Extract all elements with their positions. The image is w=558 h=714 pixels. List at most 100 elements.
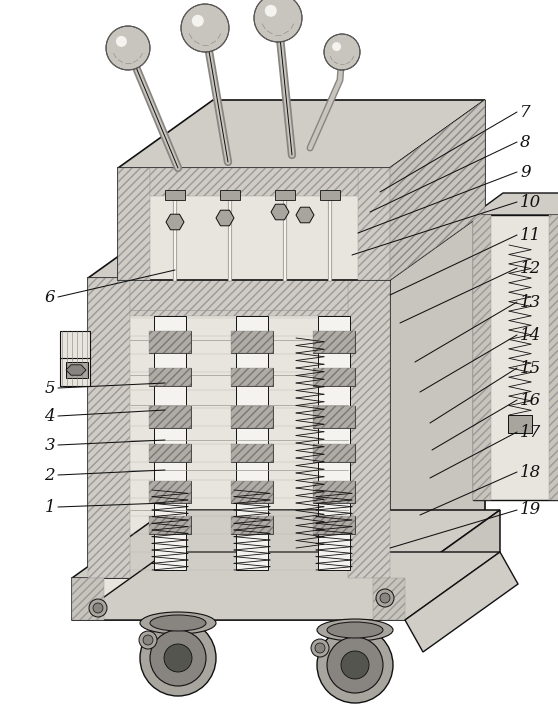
Circle shape xyxy=(254,0,302,42)
Polygon shape xyxy=(390,100,485,280)
Text: 4: 4 xyxy=(45,408,55,425)
Polygon shape xyxy=(473,215,491,500)
Ellipse shape xyxy=(140,612,216,634)
Text: 10: 10 xyxy=(520,193,541,211)
Polygon shape xyxy=(231,368,273,386)
Polygon shape xyxy=(166,214,184,230)
Circle shape xyxy=(311,639,329,657)
Polygon shape xyxy=(473,193,558,215)
Polygon shape xyxy=(320,190,340,200)
Polygon shape xyxy=(231,481,273,503)
Polygon shape xyxy=(318,316,350,570)
Circle shape xyxy=(116,36,127,47)
Circle shape xyxy=(376,589,394,607)
Circle shape xyxy=(164,644,192,672)
Polygon shape xyxy=(231,481,273,503)
Polygon shape xyxy=(88,278,390,578)
Polygon shape xyxy=(149,406,191,428)
Polygon shape xyxy=(313,516,355,534)
Circle shape xyxy=(143,635,153,645)
Circle shape xyxy=(140,620,216,696)
Polygon shape xyxy=(165,190,185,200)
Polygon shape xyxy=(66,362,88,378)
Circle shape xyxy=(192,15,204,27)
Polygon shape xyxy=(72,510,500,578)
Polygon shape xyxy=(60,331,90,359)
Polygon shape xyxy=(313,516,355,534)
Polygon shape xyxy=(149,368,191,386)
Polygon shape xyxy=(231,444,273,462)
Text: 2: 2 xyxy=(45,466,55,483)
Polygon shape xyxy=(473,215,558,500)
Polygon shape xyxy=(149,516,191,534)
Circle shape xyxy=(341,651,369,679)
Polygon shape xyxy=(149,331,191,353)
Text: 14: 14 xyxy=(520,326,541,343)
Circle shape xyxy=(265,5,277,17)
Polygon shape xyxy=(313,481,355,503)
Circle shape xyxy=(139,631,157,649)
Polygon shape xyxy=(231,444,273,462)
Ellipse shape xyxy=(317,619,393,641)
Polygon shape xyxy=(390,210,485,578)
Polygon shape xyxy=(72,552,500,620)
Text: 5: 5 xyxy=(45,380,55,396)
Polygon shape xyxy=(231,516,273,534)
Polygon shape xyxy=(313,444,355,462)
Polygon shape xyxy=(508,415,532,433)
Polygon shape xyxy=(118,168,150,280)
Polygon shape xyxy=(149,331,191,353)
Text: 3: 3 xyxy=(45,436,55,453)
Polygon shape xyxy=(150,168,358,196)
Polygon shape xyxy=(405,510,500,620)
Polygon shape xyxy=(313,368,355,386)
Polygon shape xyxy=(149,444,191,462)
Text: 6: 6 xyxy=(45,288,55,306)
Polygon shape xyxy=(220,190,240,200)
Polygon shape xyxy=(88,210,485,278)
Polygon shape xyxy=(236,316,268,570)
Text: 9: 9 xyxy=(520,164,531,181)
Ellipse shape xyxy=(327,622,383,638)
Text: 18: 18 xyxy=(520,463,541,481)
Polygon shape xyxy=(313,368,355,386)
Text: 13: 13 xyxy=(520,293,541,311)
Circle shape xyxy=(315,643,325,653)
Polygon shape xyxy=(358,168,390,280)
Polygon shape xyxy=(296,207,314,223)
Polygon shape xyxy=(72,578,405,620)
Circle shape xyxy=(327,637,383,693)
Polygon shape xyxy=(231,368,273,386)
Circle shape xyxy=(181,4,229,52)
Polygon shape xyxy=(149,406,191,428)
Polygon shape xyxy=(149,481,191,503)
Text: 17: 17 xyxy=(520,423,541,441)
Text: 8: 8 xyxy=(520,134,531,151)
Polygon shape xyxy=(313,331,355,353)
Text: 16: 16 xyxy=(520,391,541,408)
Circle shape xyxy=(150,630,206,686)
Polygon shape xyxy=(373,578,405,620)
Circle shape xyxy=(317,627,393,703)
Polygon shape xyxy=(313,406,355,428)
Polygon shape xyxy=(72,578,104,620)
Polygon shape xyxy=(313,444,355,462)
Polygon shape xyxy=(313,481,355,503)
Polygon shape xyxy=(149,516,191,534)
Circle shape xyxy=(93,603,103,613)
Circle shape xyxy=(380,593,390,603)
Polygon shape xyxy=(231,331,273,353)
Text: 15: 15 xyxy=(520,360,541,376)
Circle shape xyxy=(332,42,341,51)
Polygon shape xyxy=(149,368,191,386)
Polygon shape xyxy=(118,168,390,280)
Text: 19: 19 xyxy=(520,501,541,518)
Polygon shape xyxy=(216,210,234,226)
Polygon shape xyxy=(231,516,273,534)
Polygon shape xyxy=(154,316,186,570)
Text: 11: 11 xyxy=(520,226,541,243)
Polygon shape xyxy=(60,358,90,386)
Polygon shape xyxy=(231,406,273,428)
Ellipse shape xyxy=(150,615,206,631)
Polygon shape xyxy=(390,100,485,280)
